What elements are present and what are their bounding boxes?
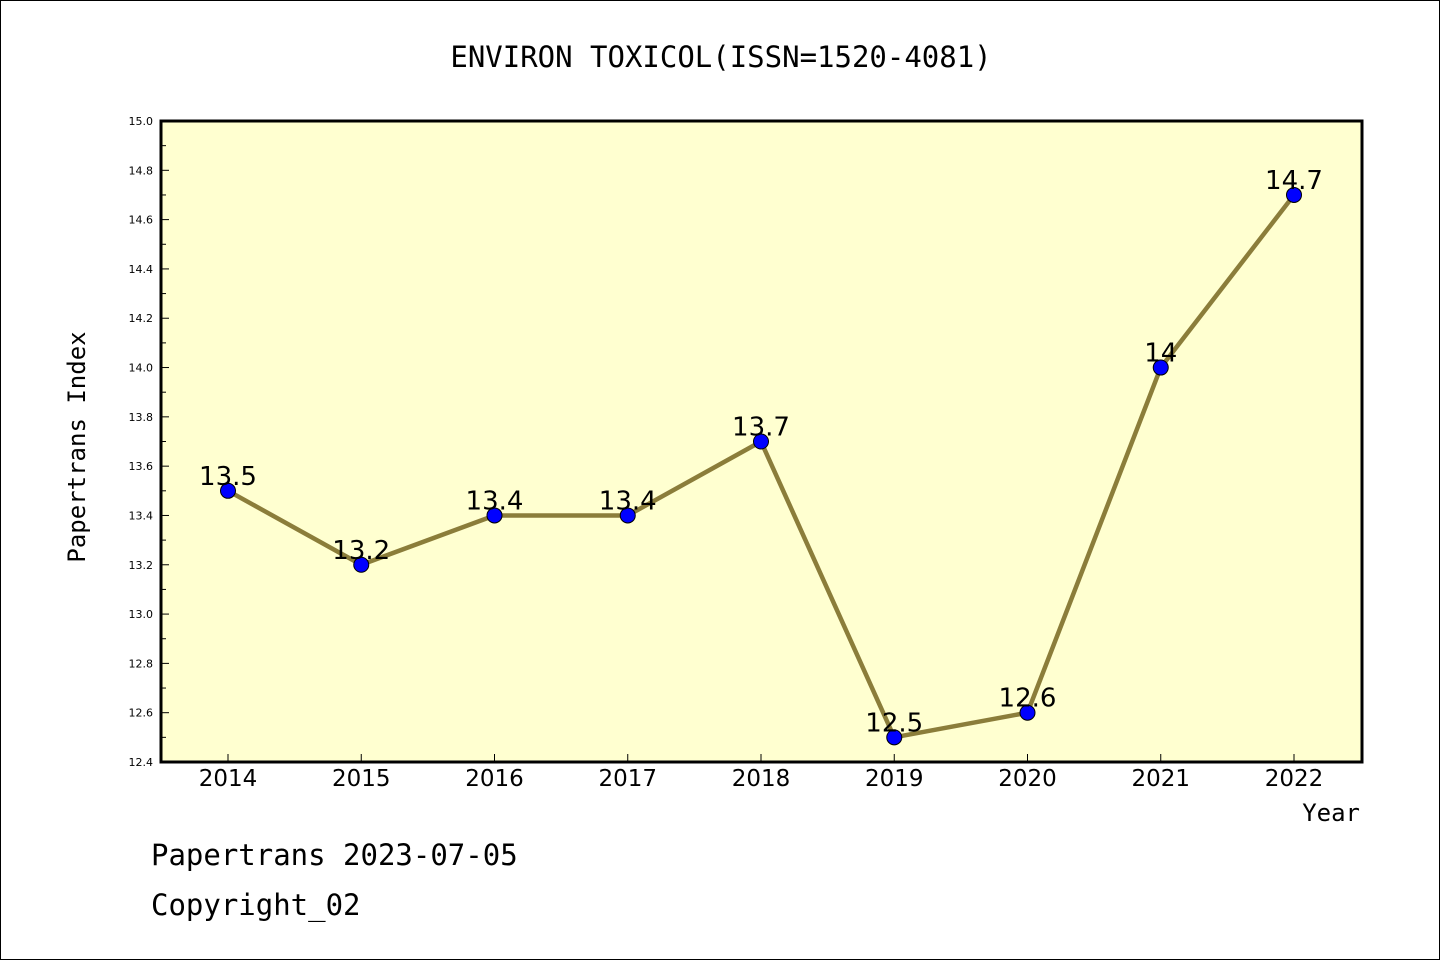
x-tick-label: 2022 (1265, 766, 1324, 792)
data-label: 12.6 (999, 684, 1057, 714)
x-tick-label: 2014 (199, 766, 258, 792)
data-label: 13.5 (199, 462, 257, 492)
y-tick-label: 12.4 (129, 756, 154, 769)
data-point-marker (753, 433, 769, 450)
data-point-marker (1152, 359, 1169, 376)
y-tick-label: 14.8 (129, 164, 154, 177)
data-label: 13.4 (599, 486, 657, 516)
footer-date: Papertrans 2023-07-05 (151, 838, 518, 872)
y-tick-label: 14.0 (129, 362, 154, 375)
y-tick-label: 13.6 (129, 460, 154, 473)
data-point-marker (1019, 704, 1036, 721)
data-point-marker (486, 507, 503, 524)
y-tick-label: 14.6 (129, 214, 154, 227)
data-point-marker (886, 729, 903, 746)
x-tick-label: 2015 (332, 766, 391, 792)
x-tick-label: 2017 (598, 766, 657, 792)
data-labels: 13.5 13.2 13.4 13.4 13.7 12.5 12.6 14 14.7 (199, 166, 1323, 738)
y-tick-label: 12.6 (129, 707, 154, 720)
x-tick-label: 2019 (865, 766, 924, 792)
y-tick-label: 14.4 (129, 263, 154, 276)
y-tick-label: 15.0 (129, 115, 154, 128)
series-markers (220, 186, 1302, 746)
x-tick-label: 2021 (1131, 766, 1190, 792)
y-axis-ticks: 12.4 12.6 12.8 13.0 13.2 13.4 13.6 13.8 14.0 14.2… (129, 115, 169, 769)
data-label: 13.7 (732, 413, 790, 443)
data-label: 12.5 (865, 708, 923, 738)
data-label: 13.2 (332, 536, 390, 566)
data-point-marker (619, 507, 636, 524)
data-label: 14 (1144, 339, 1177, 369)
data-label: 14.7 (1265, 166, 1323, 196)
x-axis-ticks: 2014 2015 2016 2017 2018 2019 2020 2021 2022 (199, 754, 1324, 792)
data-point-marker (220, 482, 236, 499)
x-tick-label: 2018 (732, 766, 791, 792)
x-axis-label: Year (1302, 799, 1360, 827)
footer-copyright: Copyright_02 (151, 888, 361, 923)
y-tick-label: 14.2 (129, 312, 154, 325)
y-tick-label: 13.4 (129, 509, 154, 522)
chart-title: ENVIRON TOXICOL(ISSN=1520-4081) (450, 40, 991, 74)
y-tick-label: 13.8 (129, 411, 154, 424)
data-point-marker (1286, 186, 1302, 203)
data-label: 13.4 (466, 486, 524, 516)
y-axis-label: Papertrans Index (63, 331, 91, 562)
y-tick-label: 13.2 (129, 559, 154, 572)
data-point-marker (353, 556, 370, 573)
y-tick-label: 12.8 (129, 657, 154, 670)
x-tick-label: 2020 (998, 766, 1057, 792)
y-tick-label: 13.0 (129, 608, 154, 621)
x-tick-label: 2016 (465, 766, 524, 792)
